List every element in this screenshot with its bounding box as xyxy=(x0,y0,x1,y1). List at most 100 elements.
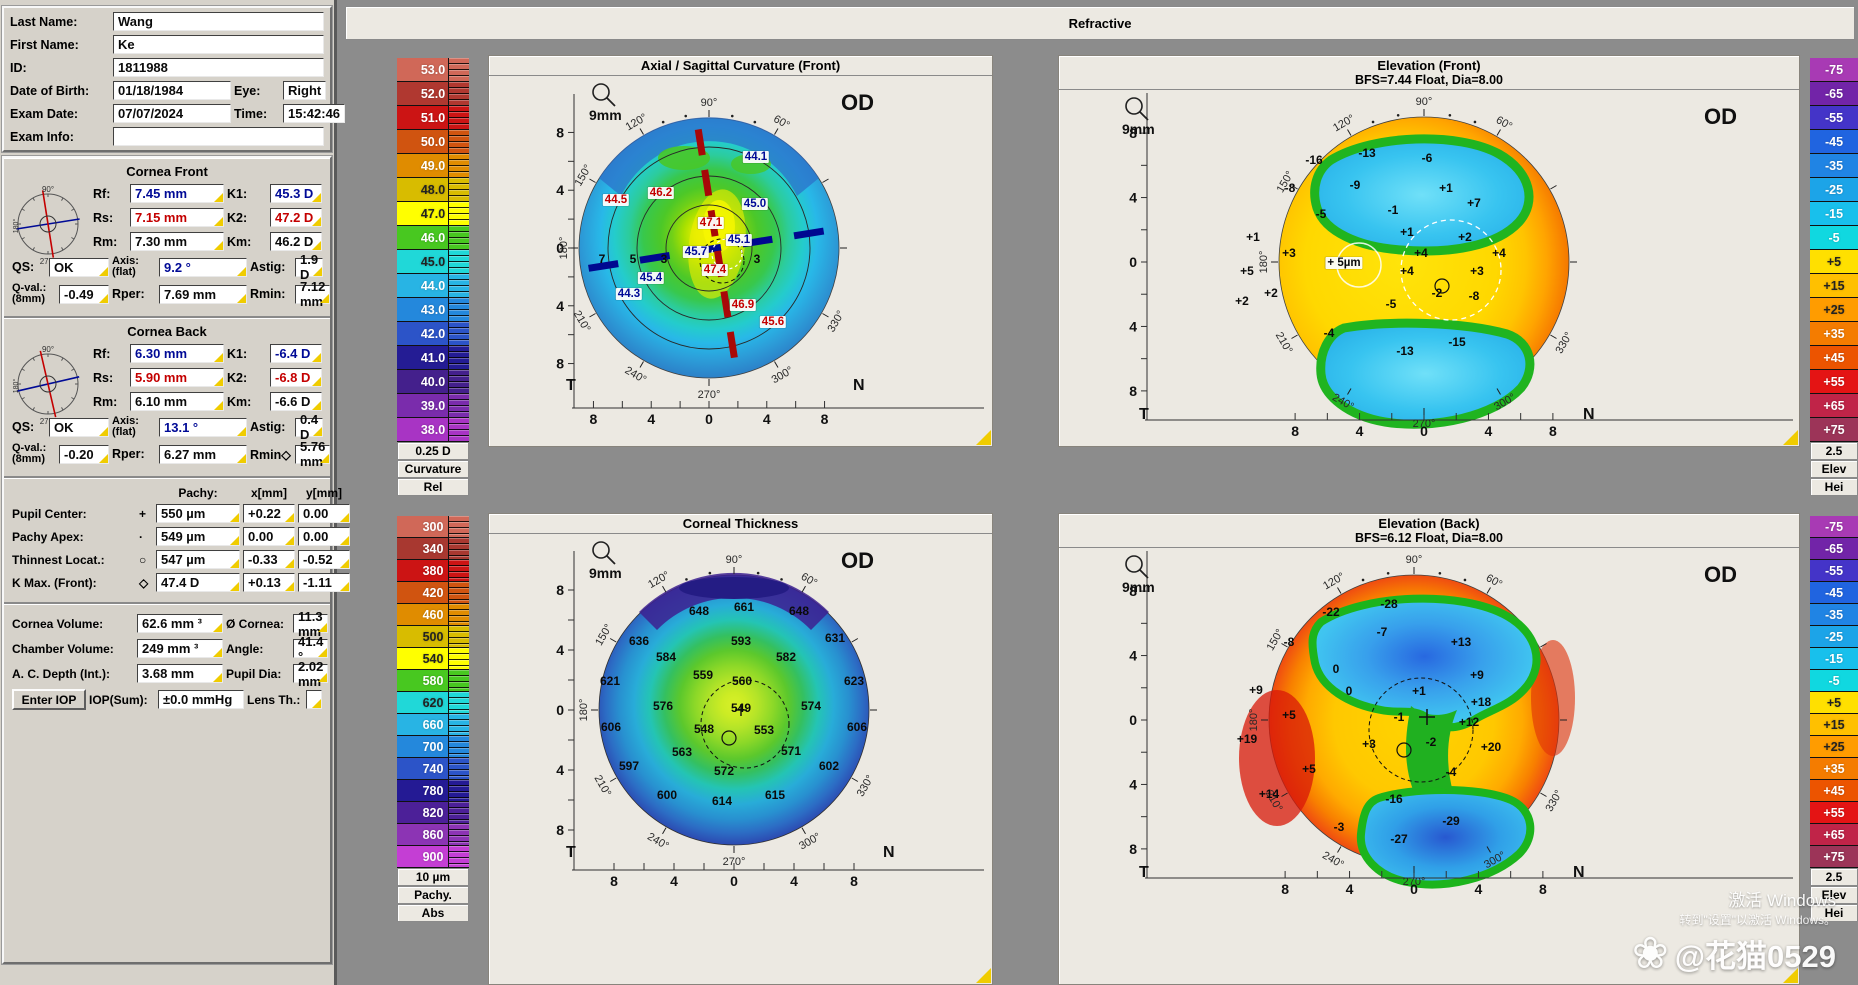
cornea-diameter-field[interactable]: 11.3 mm xyxy=(293,609,328,639)
scale-step-label: 38.0 xyxy=(420,422,446,437)
chamber-volume-label: Chamber Volume: xyxy=(12,641,114,656)
scale-mode-name-button[interactable]: Curvature xyxy=(397,460,469,478)
cornea-back-qs-field[interactable]: OK xyxy=(49,417,109,437)
vertical-axis-label: 0 xyxy=(556,702,564,718)
chamber-volume-field[interactable]: 249 mm ³ xyxy=(137,639,223,658)
curvature-color-scale: 53.0 52.0 51.0 50.0 49.0 48.0 47.0 46.0 45.0 44.0… xyxy=(397,58,469,496)
scale-mode-toggle-button[interactable]: Rel xyxy=(397,478,469,496)
panel-corner-marker[interactable] xyxy=(976,430,991,445)
angle-field[interactable]: 41.4 ° xyxy=(293,634,329,664)
scale-step-size-button[interactable]: 2.5 xyxy=(1810,868,1858,886)
cornea-front-rmin-field[interactable]: 7.12 mm xyxy=(295,279,331,309)
scale-mode-name-button[interactable]: Pachy. xyxy=(397,886,469,904)
scale-step: +65 xyxy=(1810,394,1858,418)
map-value-label: +7 xyxy=(1467,196,1481,210)
cornea-front-km-field[interactable]: 46.2 D xyxy=(270,232,322,251)
cornea-back-axis-field[interactable]: 13.1 ° xyxy=(159,417,247,437)
dob-field[interactable]: 01/18/1984 xyxy=(113,81,231,100)
cornea-front-axis-field[interactable]: 9.2 ° xyxy=(159,257,247,277)
degree-tick xyxy=(1347,129,1352,136)
cornea-front-rm-field[interactable]: 7.30 mm xyxy=(130,232,224,251)
cornea-back-qval-field[interactable]: -0.20 xyxy=(59,444,109,464)
last-name-field[interactable]: Wang xyxy=(113,12,324,31)
pachy-x-field[interactable]: -0.33 xyxy=(243,550,295,569)
exam-date-field[interactable]: 07/07/2024 xyxy=(113,104,231,123)
time-field[interactable]: 15:42:46 xyxy=(283,104,346,123)
pachy-x-field[interactable]: +0.22 xyxy=(243,504,295,523)
pachy-value-field[interactable]: 549 µm xyxy=(156,527,240,546)
scale-mode-name-button[interactable]: Elev xyxy=(1810,460,1858,478)
display-mode-bar[interactable]: Refractive xyxy=(345,6,1855,40)
panel-corner-marker[interactable] xyxy=(1783,968,1798,983)
scale-mode-toggle-button[interactable]: Hei xyxy=(1810,904,1858,922)
map-value-label: 45.7 xyxy=(682,246,710,258)
exam-info-field[interactable] xyxy=(113,127,324,146)
cornea-back-rs-field[interactable]: 5.90 mm xyxy=(130,368,224,387)
vertical-axis-label: 8 xyxy=(1129,383,1137,399)
cornea-back-km-field[interactable]: -6.6 D xyxy=(270,392,322,411)
dial-90-label: 90° xyxy=(42,345,54,354)
scale-step-size-button[interactable]: 2.5 xyxy=(1810,442,1858,460)
scale-step-size-button[interactable]: 0.25 D xyxy=(397,442,469,460)
cornea-back-rper-field[interactable]: 6.27 mm xyxy=(159,444,247,464)
cornea-back-k1-field[interactable]: -6.4 D xyxy=(270,344,322,363)
cornea-back-rmin-field[interactable]: 5.76 mm xyxy=(295,439,331,469)
cornea-volume-field[interactable]: 62.6 mm ³ xyxy=(137,614,223,633)
map-value-label: +1 xyxy=(1439,181,1453,195)
pupil-dia-field[interactable]: 2.02 mm xyxy=(293,659,329,689)
scale-step-size-button[interactable]: 10 µm xyxy=(397,868,469,886)
degree-tick xyxy=(1347,388,1352,395)
pachy-y-value: 0.00 xyxy=(303,506,329,521)
cornea-front-astig-field[interactable]: 1.9 D xyxy=(295,252,324,282)
pachy-y-field[interactable]: -1.11 xyxy=(298,573,350,592)
cornea-back-rm-field[interactable]: 6.10 mm xyxy=(130,392,224,411)
pachy-x-field[interactable]: 0.00 xyxy=(243,527,295,546)
cornea-front-rs-field[interactable]: 7.15 mm xyxy=(130,208,224,227)
scale-mode-toggle-button[interactable]: Hei xyxy=(1810,478,1858,496)
scale-mode-toggle-button[interactable]: Abs xyxy=(397,904,469,922)
axial-curvature-map-panel[interactable]: Axial / Sagittal Curvature (Front) xyxy=(488,55,993,447)
enter-iop-button[interactable]: Enter IOP xyxy=(12,689,86,710)
scale-step-label: -35 xyxy=(1824,158,1844,173)
scale-step-label: -65 xyxy=(1824,541,1844,556)
pachy-y-field[interactable]: 0.00 xyxy=(298,504,350,523)
cornea-back-rf-field[interactable]: 6.30 mm xyxy=(130,344,224,363)
pachy-value-field[interactable]: 547 µm xyxy=(156,550,240,569)
cornea-front-k1-field[interactable]: 45.3 D xyxy=(270,184,322,203)
pachy-x-field[interactable]: +0.13 xyxy=(243,573,295,592)
first-name-field[interactable]: Ke xyxy=(113,35,324,54)
corneal-thickness-map-panel[interactable]: Corneal Thickness xyxy=(488,513,993,985)
cornea-front-k2-label: K2: xyxy=(227,210,248,225)
eye-field[interactable]: Right xyxy=(283,81,327,100)
magnifier-icon xyxy=(1125,555,1143,573)
scale-step-label: -55 xyxy=(1824,563,1844,578)
pachy-value-field[interactable]: 550 µm xyxy=(156,504,240,523)
ac-depth-field[interactable]: 3.68 mm xyxy=(137,664,223,683)
cornea-front-rper-field[interactable]: 7.69 mm xyxy=(159,284,247,304)
scale-step: 38.0 xyxy=(397,418,469,442)
cornea-front-k2-field[interactable]: 47.2 D xyxy=(270,208,322,227)
id-field[interactable]: 1811988 xyxy=(113,58,324,77)
cornea-front-qs-field[interactable]: OK xyxy=(49,257,109,277)
panel-corner-marker[interactable] xyxy=(976,968,991,983)
scale-step-label: +35 xyxy=(1823,326,1845,341)
iop-sum-field[interactable]: ±0.0 mmHg xyxy=(158,690,244,709)
elevation-back-map-panel[interactable]: Elevation (Back) BFS=6.12 Float, Dia=8.0… xyxy=(1058,513,1800,985)
degree-label: 90° xyxy=(701,97,718,109)
panel-corner-marker[interactable] xyxy=(1783,430,1798,445)
cornea-front-rf-field[interactable]: 7.45 mm xyxy=(130,184,224,203)
dial-center xyxy=(39,215,57,233)
cornea-back-k2-field[interactable]: -6.8 D xyxy=(270,368,322,387)
cornea-front-rf-value: 7.45 mm xyxy=(135,186,188,201)
elevation-front-map-panel[interactable]: Elevation (Front) BFS=7.44 Float, Dia=8.… xyxy=(1058,55,1800,447)
pachy-y-field[interactable]: -0.52 xyxy=(298,550,350,569)
horizontal-axis-label: 0 xyxy=(1420,423,1428,439)
scale-mode-name-button[interactable]: Elev xyxy=(1810,886,1858,904)
pachy-y-field[interactable]: 0.00 xyxy=(298,527,350,546)
cornea-front-qval-field[interactable]: -0.49 xyxy=(59,284,109,304)
pachy-value-field[interactable]: 47.4 D xyxy=(156,573,240,592)
scale-fine-stripes xyxy=(448,298,469,321)
cornea-back-astig-field[interactable]: 0.4 D xyxy=(295,412,324,442)
horizontal-axis-label: 8 xyxy=(1291,423,1299,439)
lens-th-field[interactable] xyxy=(306,690,322,709)
